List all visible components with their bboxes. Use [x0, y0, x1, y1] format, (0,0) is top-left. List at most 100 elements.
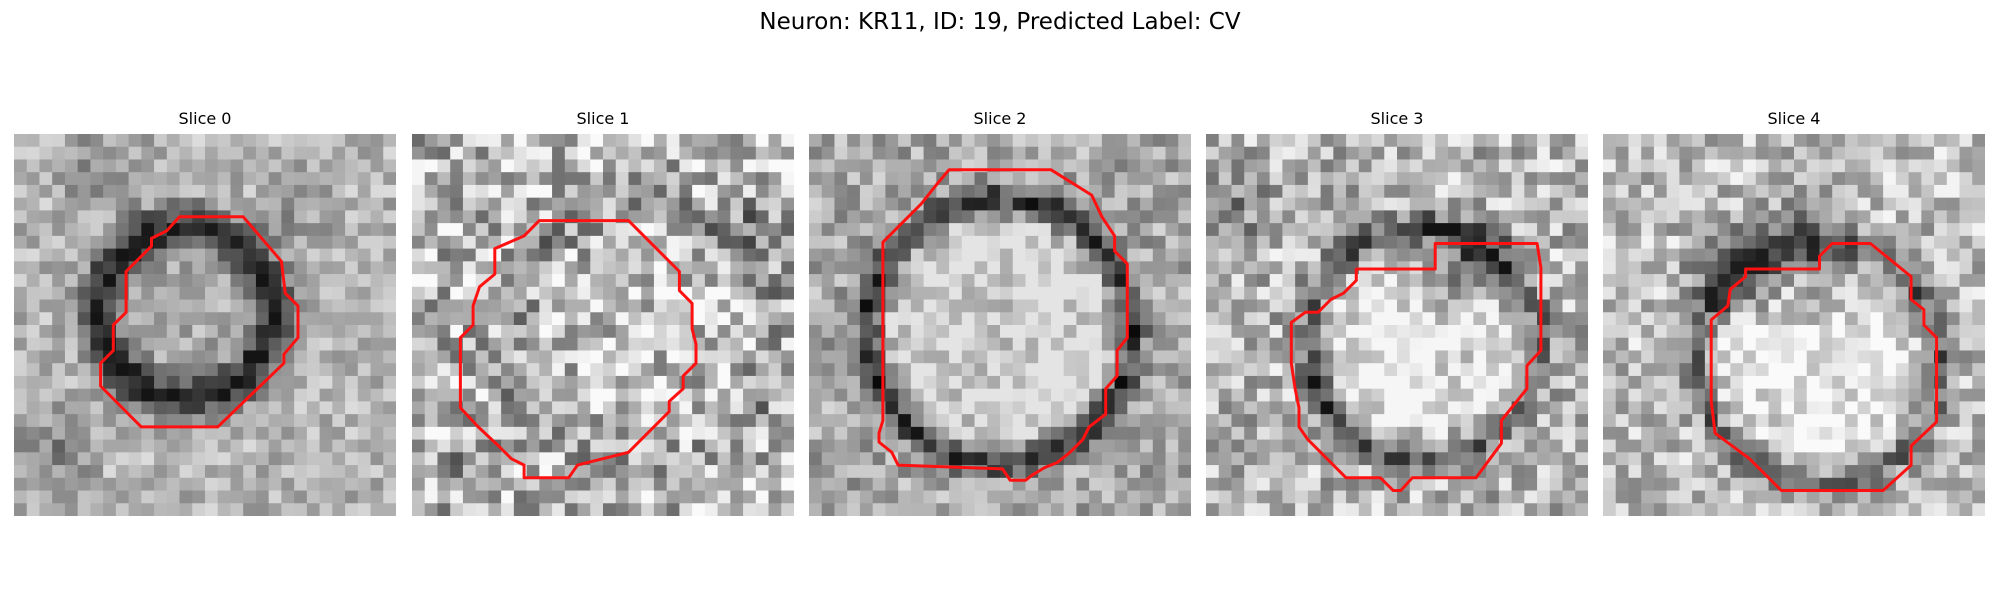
pixel	[834, 350, 848, 364]
pixel	[898, 414, 912, 428]
pixel	[1384, 401, 1398, 415]
pixel	[319, 299, 333, 313]
pixel	[1269, 274, 1283, 288]
pixel	[936, 159, 950, 173]
pixel	[1320, 159, 1334, 173]
pixel	[1165, 363, 1179, 377]
pixel	[26, 426, 40, 440]
pixel	[1346, 197, 1360, 211]
pixel	[1384, 248, 1398, 262]
pixel	[513, 388, 527, 402]
pixel	[987, 375, 1001, 390]
pixel	[1101, 325, 1115, 339]
pixel	[1050, 184, 1065, 199]
pixel	[1269, 261, 1283, 275]
pixel	[898, 274, 912, 288]
pixel	[1371, 223, 1385, 237]
pixel	[1320, 388, 1334, 402]
pixel	[115, 159, 129, 173]
pixel	[834, 325, 848, 339]
pixel	[450, 465, 464, 479]
pixel	[704, 363, 718, 377]
pixel	[603, 350, 617, 364]
pixel	[704, 414, 718, 428]
pixel	[730, 286, 744, 300]
pixel	[205, 465, 219, 479]
pixel	[1295, 299, 1309, 313]
pixel	[1537, 388, 1551, 402]
pixel	[64, 490, 79, 504]
pixel	[1692, 465, 1706, 479]
pixel	[39, 312, 53, 326]
pixel	[1692, 325, 1706, 339]
slice-image-1	[412, 134, 794, 516]
pixel	[1397, 363, 1411, 377]
pixel	[179, 452, 193, 466]
pixel	[1679, 350, 1693, 364]
pixel	[1435, 172, 1449, 186]
pixel	[1615, 414, 1629, 428]
pixel	[217, 172, 231, 186]
pixel	[1870, 325, 1884, 339]
pixel	[1038, 325, 1052, 339]
pixel	[1895, 477, 1909, 491]
pixel	[1320, 235, 1334, 249]
pixel	[1549, 299, 1563, 313]
pixel	[1946, 350, 1960, 364]
pixel	[577, 197, 591, 211]
pixel	[1409, 184, 1423, 199]
pixel	[847, 210, 861, 224]
pixel	[1704, 503, 1718, 516]
pixel	[1333, 261, 1347, 275]
pixel	[1165, 274, 1179, 288]
pixel	[923, 337, 937, 351]
pixel	[437, 388, 451, 402]
pixel	[923, 210, 937, 224]
pixel	[1101, 172, 1115, 186]
pixel	[357, 452, 371, 466]
pixel	[821, 248, 835, 262]
pixel	[306, 248, 320, 262]
pixel	[1832, 146, 1846, 160]
pixel	[872, 210, 886, 224]
pixel	[243, 414, 257, 428]
pixel	[1562, 197, 1576, 211]
pixel	[1206, 490, 1220, 504]
pixel	[179, 261, 193, 275]
pixel	[128, 274, 142, 288]
pixel	[898, 401, 912, 415]
pixel	[539, 146, 553, 160]
pixel	[319, 363, 333, 377]
pixel	[383, 274, 396, 288]
pixel	[1358, 452, 1372, 466]
pixel	[1422, 286, 1436, 300]
pixel	[154, 350, 168, 364]
pixel	[590, 197, 604, 211]
pixel	[1692, 146, 1706, 160]
pixel	[1844, 503, 1859, 516]
pixel	[166, 401, 180, 415]
pixel	[1460, 401, 1474, 415]
pixel	[1603, 159, 1617, 173]
pixel	[1025, 210, 1039, 224]
pixel	[205, 223, 219, 237]
pixel	[1755, 248, 1769, 262]
pixel	[14, 337, 28, 351]
pixel	[154, 146, 168, 160]
pixel	[475, 401, 489, 415]
pixel	[370, 477, 384, 491]
pixel	[628, 134, 642, 148]
pixel	[910, 325, 924, 339]
pixel	[1806, 375, 1820, 390]
pixel	[39, 337, 53, 351]
pixel	[64, 286, 79, 300]
pixel	[1641, 337, 1655, 351]
pixel	[666, 375, 680, 390]
pixel	[230, 363, 244, 377]
pixel	[192, 248, 206, 262]
pixel	[230, 337, 244, 351]
pixel	[424, 299, 438, 313]
pixel	[1178, 134, 1191, 148]
pixel	[717, 274, 731, 288]
pixel	[1959, 235, 1973, 249]
